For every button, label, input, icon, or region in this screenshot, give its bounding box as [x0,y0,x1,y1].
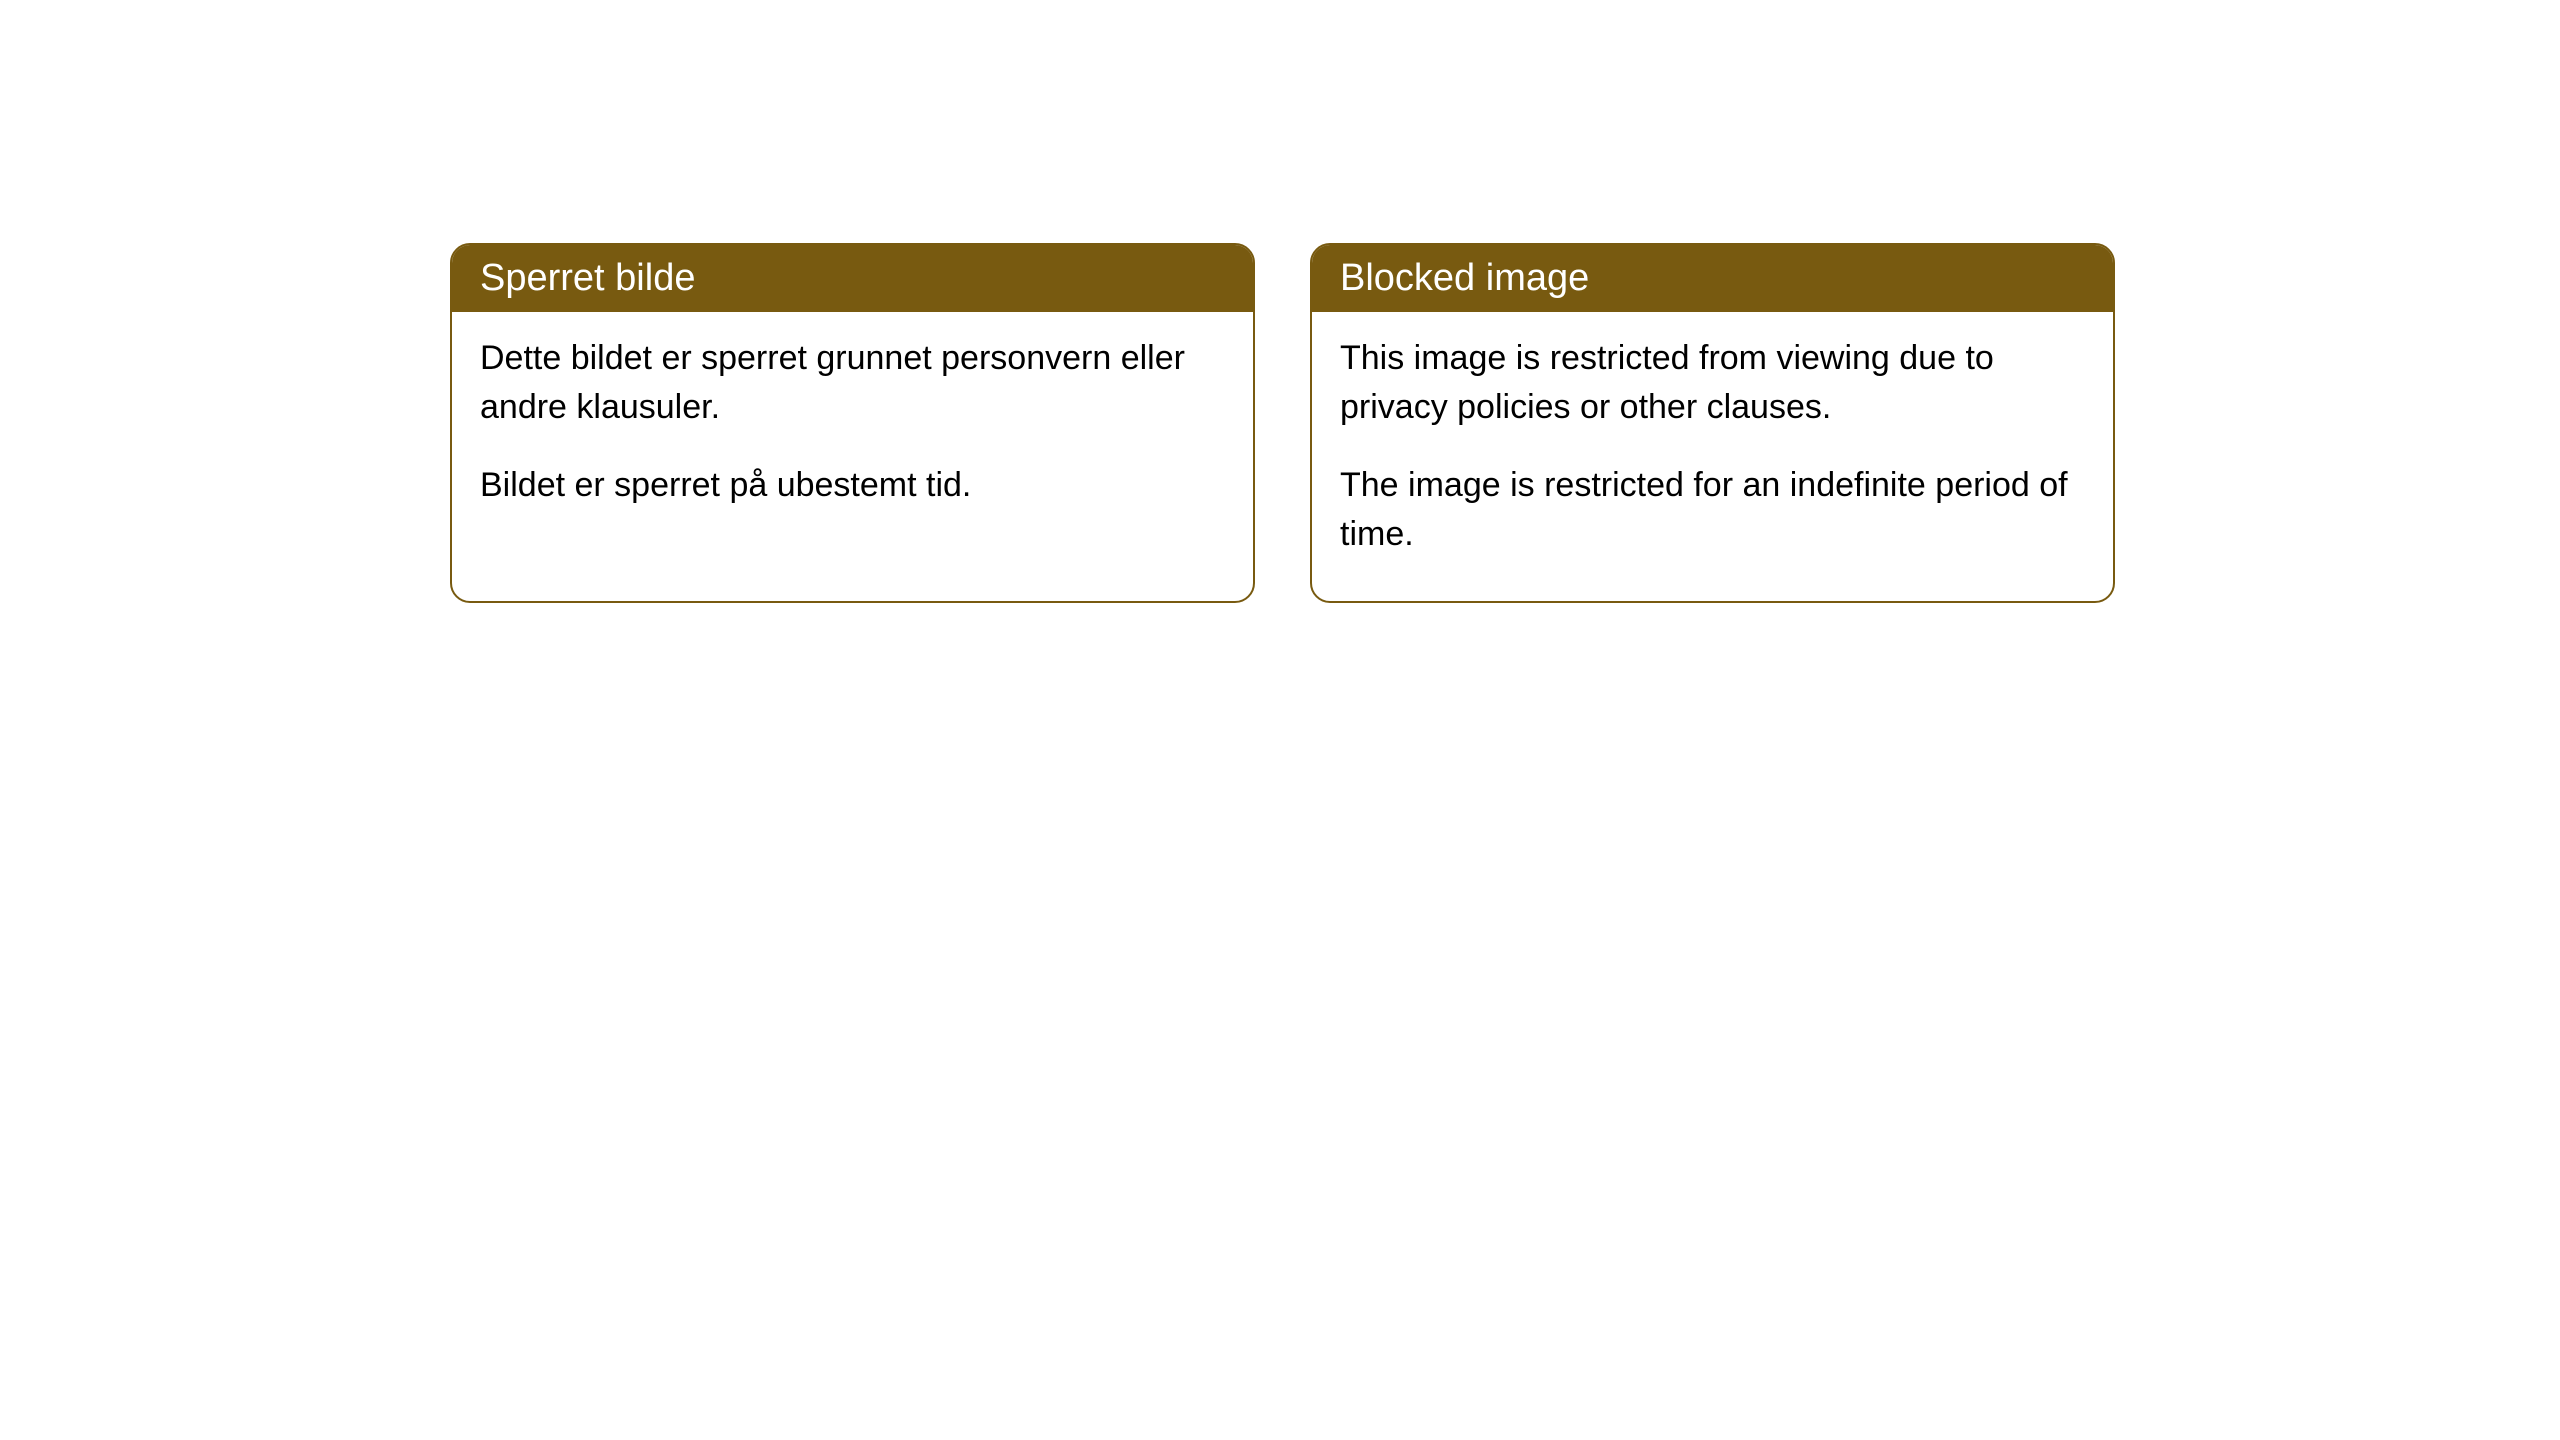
notice-card-norwegian: Sperret bilde Dette bildet er sperret gr… [450,243,1255,603]
notice-text: Bildet er sperret på ubestemt tid. [480,461,1225,510]
card-header-english: Blocked image [1312,245,2113,312]
notice-cards-container: Sperret bilde Dette bildet er sperret gr… [450,243,2115,603]
notice-text: This image is restricted from viewing du… [1340,334,2085,433]
notice-text: The image is restricted for an indefinit… [1340,461,2085,560]
card-body-norwegian: Dette bildet er sperret grunnet personve… [452,312,1253,552]
card-body-english: This image is restricted from viewing du… [1312,312,2113,601]
notice-card-english: Blocked image This image is restricted f… [1310,243,2115,603]
card-header-norwegian: Sperret bilde [452,245,1253,312]
card-title: Sperret bilde [480,257,695,299]
notice-text: Dette bildet er sperret grunnet personve… [480,334,1225,433]
card-title: Blocked image [1340,257,1589,299]
